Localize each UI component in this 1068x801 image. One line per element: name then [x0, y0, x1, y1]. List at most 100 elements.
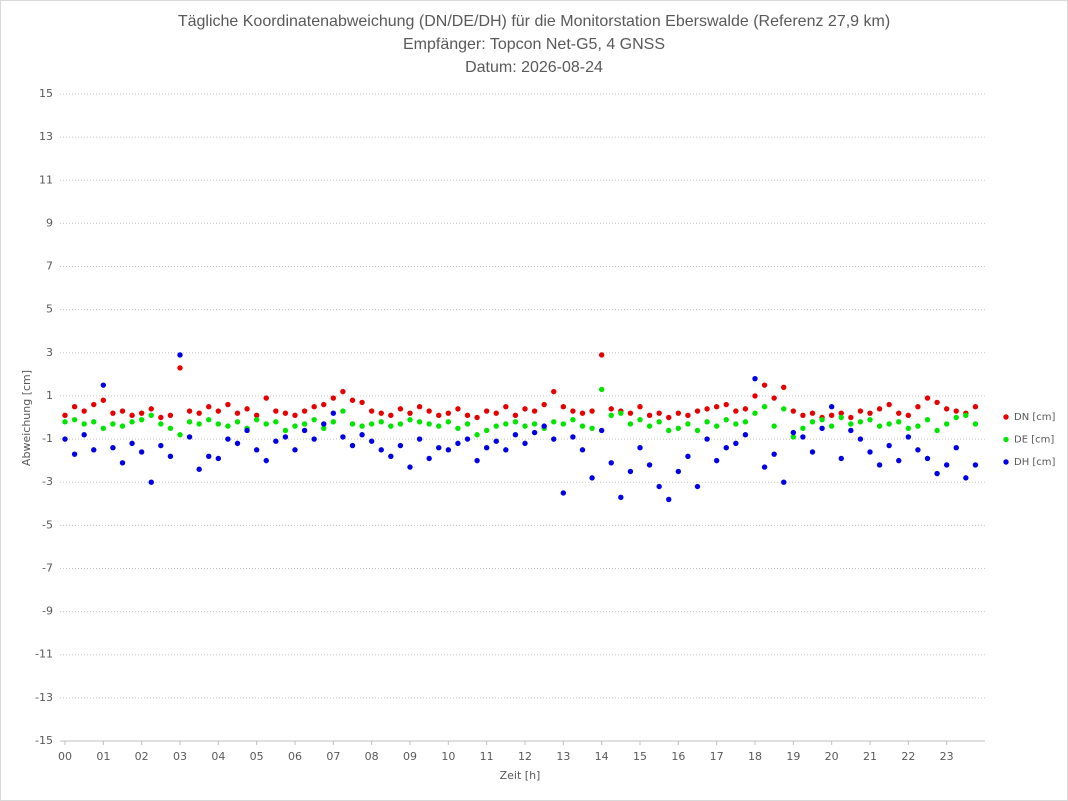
point	[483, 408, 490, 414]
point	[119, 408, 126, 414]
point	[91, 447, 97, 453]
point	[666, 496, 672, 503]
point	[62, 412, 68, 419]
point	[119, 423, 126, 429]
point	[589, 425, 595, 431]
x-tick-label: 14	[595, 750, 609, 763]
point	[349, 421, 356, 427]
point	[627, 468, 634, 475]
x-tick-label: 18	[748, 750, 762, 763]
point	[704, 406, 710, 412]
point	[867, 416, 873, 423]
point	[330, 395, 337, 401]
point	[694, 408, 701, 414]
point	[397, 406, 404, 412]
point	[349, 442, 356, 449]
point	[800, 425, 806, 431]
point	[215, 421, 222, 427]
point	[713, 423, 720, 429]
point	[685, 453, 691, 460]
point	[416, 404, 423, 410]
point	[809, 419, 816, 425]
point	[464, 436, 471, 442]
point	[761, 382, 768, 388]
y-tick-label: 13	[39, 130, 53, 143]
point	[896, 457, 902, 464]
point	[215, 455, 222, 462]
y-tick-label: -9	[42, 605, 53, 618]
point	[321, 401, 327, 408]
point	[848, 421, 854, 427]
point	[675, 425, 682, 431]
point	[455, 425, 461, 431]
legend-label: DH [cm]	[1014, 457, 1056, 468]
point	[598, 427, 605, 434]
point	[445, 419, 452, 425]
x-tick-label: 02	[135, 750, 149, 763]
point	[455, 440, 461, 447]
point	[905, 434, 912, 440]
point	[282, 410, 289, 416]
point	[876, 423, 883, 429]
point	[330, 419, 337, 425]
point	[282, 427, 289, 434]
x-tick-label: 11	[480, 750, 494, 763]
point	[62, 436, 68, 442]
point	[656, 410, 662, 416]
point	[359, 399, 365, 406]
point	[771, 451, 777, 457]
point	[100, 382, 107, 388]
point	[167, 425, 174, 431]
point	[407, 464, 413, 470]
point	[531, 408, 538, 414]
point	[512, 432, 519, 438]
point	[388, 423, 394, 429]
point	[474, 414, 480, 421]
point	[225, 436, 231, 442]
point	[244, 406, 250, 412]
point	[848, 427, 854, 434]
y-tick-label: 5	[46, 303, 53, 316]
point	[138, 410, 145, 416]
x-tick-label: 00	[58, 750, 72, 763]
point	[723, 416, 729, 423]
point	[570, 416, 576, 423]
point	[915, 404, 921, 410]
x-tick-label: 05	[250, 750, 264, 763]
point	[560, 421, 567, 427]
point	[589, 408, 595, 414]
point	[71, 416, 78, 423]
point	[148, 412, 154, 419]
x-tick-label: 10	[441, 750, 455, 763]
point	[368, 421, 375, 427]
point	[694, 483, 701, 490]
point	[311, 436, 317, 442]
point	[598, 352, 605, 358]
point	[273, 419, 279, 425]
point	[301, 408, 308, 414]
point	[503, 404, 509, 410]
point	[359, 432, 365, 438]
point	[167, 453, 174, 460]
point	[426, 421, 432, 427]
point	[474, 432, 480, 438]
point	[206, 453, 212, 460]
chart-title: Tägliche Koordinatenabweichung (DN/DE/DH…	[178, 13, 890, 30]
legend-marker	[1003, 436, 1009, 443]
point	[253, 416, 260, 423]
point	[704, 436, 710, 442]
point	[924, 455, 931, 462]
x-tick-label: 04	[211, 750, 225, 763]
y-tick-label: 15	[39, 87, 53, 100]
point	[522, 440, 528, 447]
point	[196, 410, 202, 416]
x-tick-label: 03	[173, 750, 187, 763]
point	[129, 419, 135, 425]
point	[618, 410, 624, 416]
point	[742, 406, 749, 412]
point	[627, 421, 634, 427]
point	[589, 475, 595, 481]
point	[972, 421, 979, 427]
point	[828, 404, 835, 410]
point	[91, 419, 97, 425]
